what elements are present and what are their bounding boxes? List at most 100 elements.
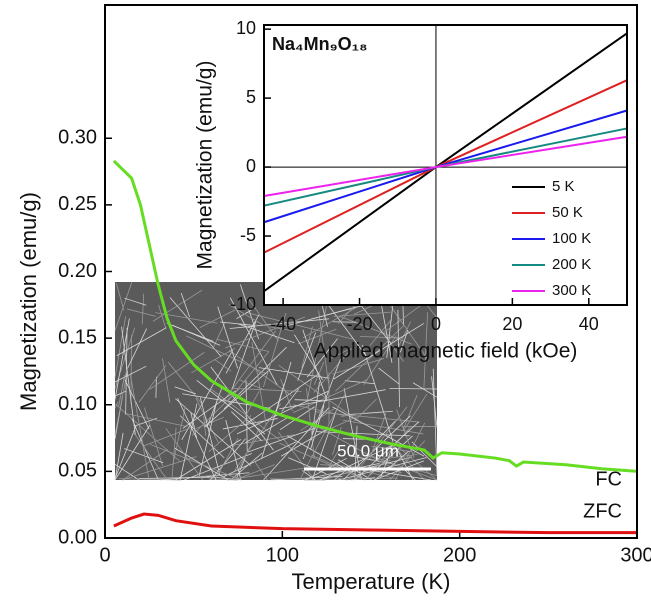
fiber — [210, 438, 246, 481]
fiber — [121, 326, 136, 435]
fiber — [245, 312, 353, 340]
x-tick-label: 40 — [579, 314, 599, 334]
fiber — [159, 472, 250, 481]
x-tick-label: 200 — [443, 544, 476, 566]
fiber — [124, 379, 150, 430]
fiber — [172, 324, 221, 346]
fiber — [123, 448, 164, 464]
fiber — [162, 358, 171, 403]
fiber — [280, 378, 293, 412]
fiber — [302, 358, 341, 460]
fiber — [378, 367, 400, 385]
fiber — [397, 450, 414, 481]
fiber — [165, 428, 204, 481]
fiber — [342, 419, 424, 435]
fiber — [402, 305, 405, 326]
fiber — [155, 376, 157, 398]
fiber — [246, 374, 318, 424]
fiber — [228, 349, 293, 397]
fiber — [132, 431, 168, 481]
y-tick-label: 0.00 — [58, 526, 97, 548]
fiber — [302, 469, 316, 481]
fiber — [236, 390, 330, 435]
fiber — [228, 304, 265, 327]
fiber — [361, 344, 394, 443]
series-line — [112, 159, 638, 473]
fiber — [355, 299, 392, 345]
x-tick-label: -40 — [270, 314, 296, 334]
fiber — [403, 468, 416, 481]
fiber — [277, 431, 316, 481]
fiber — [340, 316, 412, 345]
y-tick-label: 0.30 — [58, 127, 97, 149]
fiber — [294, 334, 323, 381]
sem-image: 50.0 μm — [114, 281, 438, 481]
fiber — [114, 432, 124, 481]
fiber — [115, 283, 125, 311]
x-tick-label: -20 — [347, 314, 373, 334]
fiber — [142, 425, 196, 447]
fiber — [385, 298, 430, 361]
series-label: FC — [595, 468, 622, 490]
fiber — [175, 398, 252, 466]
fiber — [114, 401, 119, 409]
fiber — [214, 437, 239, 481]
fiber — [217, 339, 270, 352]
fiber — [182, 390, 236, 429]
fiber — [227, 351, 270, 402]
fiber — [310, 405, 325, 451]
series-label: ZFC — [583, 500, 622, 522]
fiber — [186, 335, 267, 375]
fiber — [114, 316, 127, 378]
fiber — [114, 425, 151, 481]
fiber — [247, 297, 279, 342]
fiber — [122, 449, 168, 481]
fiber — [397, 309, 400, 408]
y-tick-label: -5 — [240, 225, 256, 245]
fiber — [231, 321, 257, 390]
fiber — [281, 388, 300, 412]
fiber — [328, 448, 340, 468]
fiber — [124, 297, 147, 306]
fiber — [333, 311, 391, 317]
fiber — [344, 380, 375, 385]
fiber — [116, 327, 167, 357]
fiber — [129, 374, 150, 481]
fiber — [261, 383, 285, 459]
fiber — [114, 282, 133, 331]
fiber — [280, 427, 330, 457]
fiber — [279, 389, 386, 410]
fiber — [208, 478, 238, 481]
fiber — [330, 475, 347, 481]
y-tick-label: 0.10 — [58, 393, 97, 415]
fiber — [333, 323, 424, 380]
fiber — [138, 476, 216, 479]
fiber — [403, 393, 428, 432]
fiber — [158, 305, 167, 329]
fiber — [335, 325, 404, 392]
legend-label: 200 K — [552, 256, 591, 273]
x-axis-label: Temperature (K) — [292, 569, 451, 594]
fiber — [311, 454, 367, 480]
fiber — [269, 478, 326, 481]
fiber — [353, 398, 377, 422]
fiber — [297, 328, 337, 345]
series-line — [263, 135, 628, 198]
fiber — [169, 297, 222, 357]
fiber — [126, 328, 148, 370]
fiber — [138, 365, 167, 403]
fiber — [245, 417, 288, 444]
fiber — [373, 453, 418, 461]
fiber — [369, 413, 387, 460]
fiber — [374, 450, 409, 481]
fiber — [318, 310, 329, 384]
y-tick-label: 0.15 — [58, 326, 97, 348]
plot-frame — [104, 4, 638, 539]
fiber — [214, 358, 232, 372]
fiber — [174, 386, 196, 395]
fiber — [204, 369, 271, 428]
fiber — [229, 297, 278, 386]
fiber — [412, 382, 438, 398]
fiber — [121, 367, 129, 387]
